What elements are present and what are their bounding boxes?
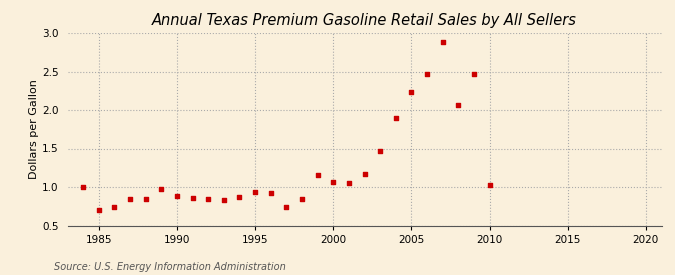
Point <box>78 185 88 189</box>
Point <box>156 187 167 191</box>
Point <box>437 40 448 45</box>
Point <box>296 196 307 201</box>
Point <box>328 179 339 184</box>
Point <box>187 196 198 200</box>
Point <box>140 197 151 202</box>
Point <box>171 194 182 199</box>
Point <box>219 198 230 202</box>
Y-axis label: Dollars per Gallon: Dollars per Gallon <box>29 79 39 179</box>
Point <box>406 89 416 94</box>
Point <box>93 208 104 212</box>
Point <box>250 190 261 195</box>
Text: Source: U.S. Energy Information Administration: Source: U.S. Energy Information Administ… <box>54 262 286 272</box>
Point <box>234 195 245 199</box>
Point <box>109 205 119 209</box>
Point <box>313 173 323 178</box>
Title: Annual Texas Premium Gasoline Retail Sales by All Sellers: Annual Texas Premium Gasoline Retail Sal… <box>152 13 577 28</box>
Point <box>484 183 495 187</box>
Point <box>265 191 276 195</box>
Point <box>422 72 433 76</box>
Point <box>390 116 401 120</box>
Point <box>125 196 136 201</box>
Point <box>453 102 464 107</box>
Point <box>359 172 370 176</box>
Point <box>344 181 354 185</box>
Point <box>468 72 479 76</box>
Point <box>281 205 292 209</box>
Point <box>202 197 213 202</box>
Point <box>375 148 385 153</box>
